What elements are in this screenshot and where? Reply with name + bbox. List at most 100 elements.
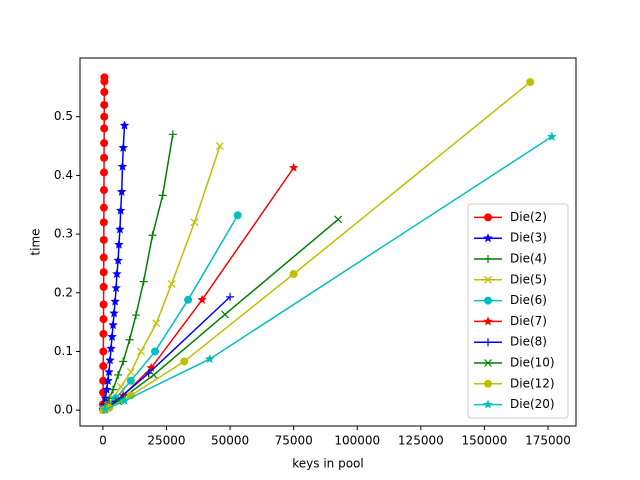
marker xyxy=(99,282,108,291)
marker xyxy=(484,255,492,263)
legend-label: Die(20) xyxy=(510,397,555,411)
marker xyxy=(221,310,229,319)
marker xyxy=(151,347,160,356)
marker xyxy=(197,294,207,304)
marker xyxy=(126,376,135,385)
marker xyxy=(100,73,109,82)
legend-label: Die(10) xyxy=(510,356,555,370)
marker xyxy=(118,142,128,152)
marker xyxy=(137,347,145,356)
legend-label: Die(6) xyxy=(510,293,547,307)
marker xyxy=(100,100,109,109)
marker xyxy=(288,162,299,172)
marker xyxy=(99,235,108,244)
marker xyxy=(109,308,119,318)
marker xyxy=(148,231,157,240)
marker xyxy=(483,316,493,326)
x-tick-label: 50000 xyxy=(211,434,249,448)
y-tick-label: 0.3 xyxy=(54,227,73,241)
marker xyxy=(112,268,122,279)
marker xyxy=(108,320,118,330)
marker xyxy=(100,139,109,148)
legend-label: Die(12) xyxy=(510,376,555,390)
marker xyxy=(226,292,235,301)
marker xyxy=(119,120,130,130)
marker xyxy=(99,300,108,309)
marker xyxy=(100,124,109,133)
marker xyxy=(158,191,167,200)
marker xyxy=(126,368,135,376)
marker xyxy=(484,213,492,222)
marker xyxy=(99,218,108,227)
y-tick-label: 0.2 xyxy=(54,285,73,299)
marker xyxy=(107,331,117,341)
marker xyxy=(139,277,148,286)
marker xyxy=(184,295,193,304)
marker xyxy=(289,269,298,278)
marker xyxy=(167,280,176,288)
marker xyxy=(204,354,215,364)
x-axis-label: keys in pool xyxy=(292,457,363,471)
legend-label: Die(5) xyxy=(510,272,547,286)
marker xyxy=(180,357,189,366)
marker xyxy=(114,370,123,379)
marker xyxy=(483,399,493,409)
legend-label: Die(4) xyxy=(510,252,547,266)
marker xyxy=(99,362,108,371)
x-tick-label: 0 xyxy=(99,434,107,448)
x-tick-label: 175000 xyxy=(525,434,571,448)
x-tick-label: 150000 xyxy=(462,434,508,448)
marker xyxy=(115,205,126,215)
marker xyxy=(99,203,108,212)
marker xyxy=(114,239,124,249)
legend-label: Die(7) xyxy=(510,314,547,328)
marker xyxy=(152,319,161,328)
marker xyxy=(99,253,108,262)
marker xyxy=(483,233,493,243)
marker xyxy=(116,186,127,196)
marker xyxy=(100,153,109,162)
marker xyxy=(100,168,109,177)
x-tick-label: 100000 xyxy=(334,434,380,448)
marker xyxy=(484,359,492,367)
marker xyxy=(131,311,140,320)
legend-label: Die(2) xyxy=(510,210,547,224)
x-tick-label: 125000 xyxy=(398,434,444,448)
marker xyxy=(146,362,156,372)
marker xyxy=(104,367,114,377)
marker xyxy=(190,218,199,227)
marker xyxy=(106,343,116,353)
marker xyxy=(215,142,224,150)
marker xyxy=(99,268,108,277)
legend-label: Die(8) xyxy=(510,335,547,349)
marker xyxy=(109,385,118,394)
marker xyxy=(100,112,109,121)
series-line xyxy=(104,136,553,411)
x-tick-label: 75000 xyxy=(275,434,313,448)
marker xyxy=(111,283,121,293)
marker xyxy=(484,296,492,305)
marker xyxy=(334,215,343,224)
legend-label: Die(3) xyxy=(510,231,547,245)
series-line xyxy=(102,125,126,410)
marker xyxy=(484,379,492,388)
legend-box xyxy=(467,203,569,419)
marker xyxy=(105,355,115,365)
y-axis-label: time xyxy=(29,228,43,255)
y-tick-label: 0.1 xyxy=(54,344,73,358)
marker xyxy=(99,186,108,195)
marker xyxy=(99,347,108,356)
marker xyxy=(103,375,113,385)
marker xyxy=(168,130,177,139)
series-line xyxy=(103,145,221,410)
marker xyxy=(547,131,557,141)
marker xyxy=(100,88,109,97)
y-tick-label: 0.5 xyxy=(54,109,73,123)
marker xyxy=(484,338,492,347)
marker xyxy=(526,78,535,87)
marker xyxy=(113,255,123,265)
plot-area xyxy=(98,73,557,415)
marker xyxy=(484,275,492,284)
marker xyxy=(101,384,112,394)
